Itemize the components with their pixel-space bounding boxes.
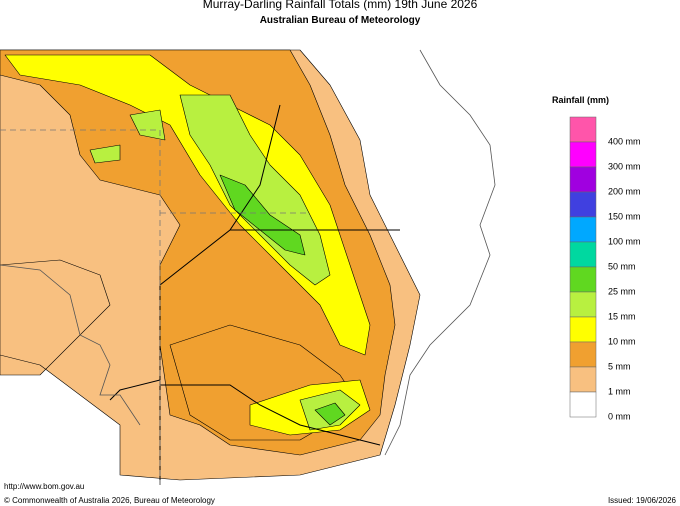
legend-swatch: [569, 291, 597, 318]
legend-swatch: [569, 366, 597, 393]
issued-date: Issued: 19/06/2026: [607, 496, 676, 505]
legend-label: 25 mm: [608, 286, 636, 296]
rainfall-map: [0, 49, 496, 485]
legend-label: 50 mm: [608, 261, 636, 271]
legend-label: 400 mm: [608, 136, 641, 146]
legend-swatch: [569, 391, 597, 418]
legend-label: 1 mm: [608, 386, 631, 396]
zone-25mm: [314, 402, 346, 426]
zone-15mm: [89, 109, 166, 164]
map-subtitle: Australian Bureau of Meteorology: [259, 15, 421, 26]
legend-swatch: [569, 141, 597, 168]
map-title: Murray-Darling Rainfall Totals (mm) 19th…: [202, 0, 478, 11]
legend: 400 mm 300 mm 200 mm 150 mm 100 mm 50 mm 25 mm…: [569, 116, 641, 421]
legend-title: Rainfall (mm): [552, 95, 610, 105]
coastline: [0, 264, 141, 426]
legend-swatch: [569, 166, 597, 193]
coastline: [384, 49, 496, 456]
state-border: [159, 104, 400, 385]
legend-swatch: [569, 341, 597, 368]
source-url: http://www.bom.gov.au: [4, 482, 85, 491]
legend-label: 100 mm: [608, 236, 641, 246]
legend-label: 200 mm: [608, 186, 641, 196]
legend-label: 300 mm: [608, 161, 641, 171]
legend-swatch: [569, 316, 597, 343]
legend-label: 10 mm: [608, 336, 636, 346]
legend-swatch: [569, 116, 597, 143]
legend-swatch: [569, 191, 597, 218]
legend-label: 15 mm: [608, 311, 636, 321]
legend-label: 0 mm: [608, 411, 631, 421]
legend-label: 5 mm: [608, 361, 631, 371]
legend-swatch: [569, 241, 597, 268]
legend-swatch: [569, 216, 597, 243]
legend-swatch: [569, 266, 597, 293]
legend-label: 150 mm: [608, 211, 641, 221]
copyright: © Commonwealth of Australia 2026, Bureau…: [4, 496, 215, 505]
